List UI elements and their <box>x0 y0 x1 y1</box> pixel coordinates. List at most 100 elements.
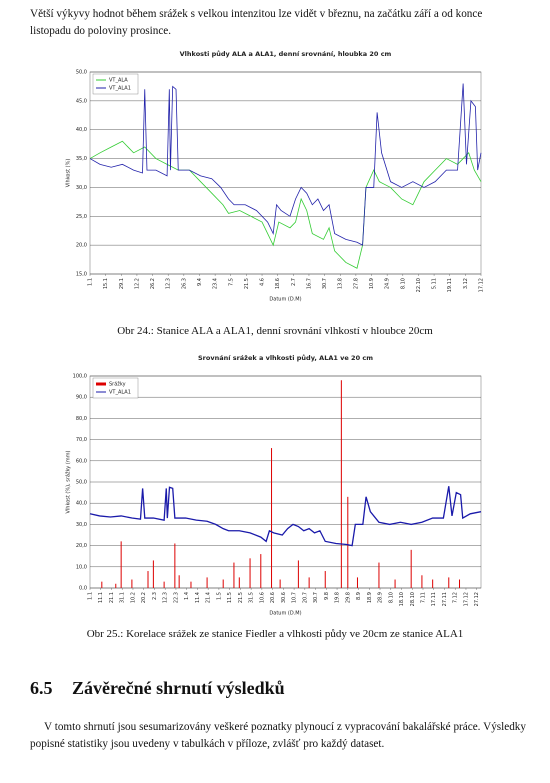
bar <box>152 560 154 588</box>
bar <box>297 560 299 588</box>
x-tick-label: 13.8 <box>338 278 344 289</box>
x-tick-label: 8.9 <box>356 592 362 600</box>
x-tick-label: 21.5 <box>244 278 250 289</box>
x-tick-label: 26.2 <box>150 278 156 289</box>
x-tick-label: 19.8 <box>335 592 341 603</box>
x-tick-label: 20.2 <box>141 592 147 603</box>
x-tick-label: 2.7 <box>291 278 297 286</box>
bar <box>174 543 176 588</box>
x-tick-label: 21.4 <box>206 592 212 603</box>
bar <box>356 577 358 588</box>
x-tick-label: 12.3 <box>163 592 169 603</box>
y-tick-label: 30,0 <box>76 185 87 191</box>
x-tick-label: 8.10 <box>388 592 394 603</box>
caption: Obr 25.: Korelace srážek ze stanice Fied… <box>86 628 464 640</box>
x-tick-label: 2.3 <box>152 592 158 600</box>
x-tick-label: 10.9 <box>369 278 375 289</box>
x-tick-label: 11.5 <box>227 592 233 603</box>
bar <box>260 554 262 588</box>
x-axis-label: Datum (D.M) <box>269 611 301 617</box>
legend-swatch <box>96 382 106 386</box>
bar <box>448 577 450 588</box>
bar <box>190 581 192 588</box>
bar <box>421 575 423 588</box>
x-tick-label: 3.12 <box>463 278 469 289</box>
x-tick-label: 1.4 <box>184 592 190 600</box>
y-tick-label: 45,0 <box>76 98 87 104</box>
x-tick-label: 24.9 <box>385 278 391 289</box>
x-tick-label: 29.8 <box>345 592 351 603</box>
bar <box>222 579 224 588</box>
bar <box>308 577 310 588</box>
bar <box>432 579 434 588</box>
legend-label: VT_ALA <box>109 78 128 84</box>
bar <box>147 571 149 588</box>
x-tick-label: 19.11 <box>447 278 453 292</box>
paragraph: Větší výkyvy hodnot během srážek s velko… <box>30 8 483 37</box>
x-tick-label: 27.11 <box>442 592 448 606</box>
y-axis-label: Vlhkost (%) <box>66 159 72 188</box>
bar <box>410 549 412 588</box>
bar <box>279 579 281 588</box>
y-tick-label: 25,0 <box>76 214 87 220</box>
paragraph: V tomto shrnutí jsou sesumarizovány vešk… <box>30 721 526 750</box>
y-tick-label: 40,0 <box>76 501 87 507</box>
bar <box>340 380 342 588</box>
y-tick-label: 60,0 <box>76 458 87 464</box>
x-tick-label: 7.11 <box>420 592 426 603</box>
bar <box>101 581 103 588</box>
x-tick-label: 4.6 <box>260 278 266 286</box>
y-tick-label: 40,0 <box>76 127 87 133</box>
y-tick-label: 100,0 <box>73 374 87 380</box>
x-tick-label: 15.1 <box>103 278 109 289</box>
y-tick-label: 15,0 <box>76 272 87 278</box>
x-tick-label: 8.10 <box>400 278 406 289</box>
x-tick-label: 28.10 <box>410 592 416 606</box>
x-tick-label: 9.4 <box>197 278 203 286</box>
x-tick-label: 12.2 <box>134 278 140 289</box>
line-series <box>89 83 482 246</box>
y-tick-label: 70,0 <box>76 437 87 443</box>
section-number: 6.5 <box>30 678 53 698</box>
x-tick-label: 31.5 <box>249 592 255 603</box>
y-tick-label: 50,0 <box>76 480 87 486</box>
bar <box>238 577 240 588</box>
bar <box>206 577 208 588</box>
bar <box>347 496 349 588</box>
x-tick-label: 17.12 <box>479 278 485 292</box>
x-tick-label: 17.11 <box>431 592 437 606</box>
y-tick-label: 10,0 <box>76 564 87 570</box>
plot-area <box>89 71 482 275</box>
y-tick-label: 80,0 <box>76 416 87 422</box>
x-tick-label: 18.9 <box>367 592 373 603</box>
x-tick-label: 7.5 <box>228 278 234 286</box>
section-title: Závěrečné shrnutí výsledků <box>72 678 285 698</box>
y-axis-label: Vlhkost (%), srážky (mm) <box>65 450 72 513</box>
chart-title: Vlhkosti půdy ALA a ALA1, denní srovnání… <box>180 49 392 58</box>
bar <box>233 562 235 588</box>
x-tick-label: 20.6 <box>270 592 276 603</box>
x-tick-label: 12.3 <box>166 278 172 289</box>
x-tick-label: 28.9 <box>378 592 384 603</box>
x-tick-label: 23.4 <box>213 278 219 289</box>
x-tick-label: 1.1 <box>88 592 94 600</box>
legend-label: VT_ALA1 <box>109 86 131 92</box>
y-tick-label: 20,0 <box>76 543 87 549</box>
bar <box>394 579 396 588</box>
x-tick-label: 22.10 <box>416 278 422 292</box>
x-tick-label: 10.6 <box>259 592 265 603</box>
y-tick-label: 35,0 <box>76 156 87 162</box>
x-tick-label: 17.12 <box>463 592 469 606</box>
x-tick-label: 30.7 <box>313 592 319 603</box>
bar <box>178 575 180 588</box>
y-tick-label: 30,0 <box>76 522 87 528</box>
bar <box>131 579 133 588</box>
bar <box>378 562 380 588</box>
x-tick-label: 11.1 <box>98 592 104 603</box>
x-tick-label: 27.8 <box>353 278 359 289</box>
y-tick-label: 90,0 <box>76 395 87 401</box>
chart-title: Srovnání srážek a vlhkosti půdy, ALA1 ve… <box>198 353 373 362</box>
legend-box <box>92 73 139 95</box>
caption: Obr 24.: Stanice ALA a ALA1, denní srovn… <box>117 325 433 337</box>
x-tick-label: 7.12 <box>453 592 459 603</box>
